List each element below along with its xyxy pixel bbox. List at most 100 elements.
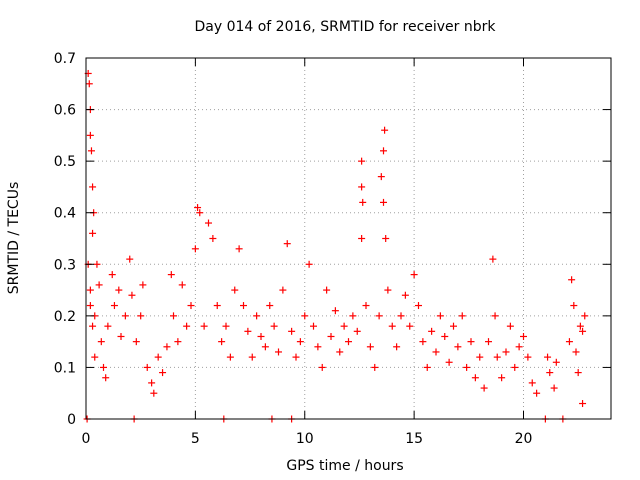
data-point — [506, 322, 514, 330]
data-point — [467, 338, 475, 346]
data-point — [283, 240, 291, 248]
y-tick-label: 0.6 — [54, 103, 76, 119]
data-point — [381, 126, 389, 134]
data-point — [458, 312, 466, 320]
data-point — [544, 353, 552, 361]
data-point — [305, 260, 313, 268]
data-point — [336, 348, 344, 356]
y-tick-label: 0.1 — [54, 360, 76, 376]
data-point — [450, 322, 457, 330]
data-point — [511, 363, 519, 371]
data-point — [226, 353, 234, 361]
y-tick-label: 0.4 — [54, 206, 76, 222]
data-point — [86, 302, 94, 310]
data-point — [86, 286, 94, 294]
data-point — [432, 348, 440, 356]
data-point — [132, 338, 140, 346]
data-point — [196, 209, 204, 217]
data-point — [270, 322, 278, 330]
data-point — [463, 363, 471, 371]
data-point — [358, 157, 366, 165]
data-point — [318, 363, 326, 371]
data-point — [85, 80, 93, 88]
data-point — [358, 183, 366, 191]
data-point — [359, 198, 367, 206]
data-point — [419, 338, 427, 346]
data-point — [266, 302, 274, 310]
data-point — [570, 302, 578, 310]
data-point — [454, 343, 462, 351]
data-point — [524, 353, 532, 361]
data-point — [471, 374, 479, 382]
data-point — [410, 271, 418, 279]
x-tick-label: 0 — [82, 431, 91, 447]
y-tick-label: 0.2 — [54, 309, 76, 325]
x-tick-label: 10 — [296, 431, 314, 447]
data-point — [579, 327, 587, 335]
data-point — [104, 322, 112, 330]
data-point — [244, 327, 252, 335]
data-point — [121, 312, 129, 320]
y-tick-label: 0.7 — [54, 51, 76, 67]
data-point — [95, 281, 103, 289]
data-point — [314, 343, 322, 351]
data-point — [154, 353, 162, 361]
data-point — [194, 204, 202, 212]
x-tick-label: 5 — [191, 431, 200, 447]
data-point — [428, 327, 436, 335]
data-point — [377, 173, 385, 181]
data-point — [301, 312, 309, 320]
data-point — [384, 286, 392, 294]
x-tick-label: 20 — [515, 431, 533, 447]
data-point — [358, 235, 366, 242]
data-point — [174, 338, 182, 346]
data-point — [520, 332, 527, 340]
data-point — [150, 389, 158, 397]
data-point — [445, 358, 453, 366]
data-point — [222, 322, 230, 330]
data-point — [143, 363, 151, 371]
data-point — [323, 286, 331, 294]
data-point — [550, 384, 558, 392]
data-point — [187, 302, 195, 310]
data-point — [476, 353, 484, 361]
data-point — [579, 400, 587, 408]
data-point — [380, 147, 387, 155]
data-point — [248, 353, 256, 361]
data-point — [191, 245, 199, 253]
data-point — [502, 348, 510, 356]
data-point — [128, 291, 136, 299]
data-point — [110, 302, 118, 310]
data-point — [117, 332, 125, 340]
data-point — [218, 338, 226, 346]
data-point — [159, 369, 167, 377]
data-point — [240, 302, 247, 310]
data-point — [89, 322, 97, 330]
data-point — [441, 332, 449, 340]
y-axis-title: SRMTID / TECUs — [6, 182, 22, 295]
data-point — [572, 348, 580, 356]
data-point — [288, 327, 296, 335]
data-point — [436, 312, 444, 320]
data-point — [401, 291, 409, 299]
data-point — [183, 322, 191, 330]
data-point — [485, 338, 492, 346]
data-point — [200, 322, 208, 330]
data-point — [371, 363, 379, 371]
data-point — [340, 322, 348, 330]
data-points — [83, 69, 589, 423]
data-point — [353, 327, 361, 335]
data-point — [493, 353, 501, 361]
data-point — [515, 343, 523, 351]
data-point — [397, 312, 405, 320]
data-point — [581, 312, 589, 320]
data-point — [388, 322, 396, 330]
data-point — [489, 255, 497, 263]
data-point — [480, 384, 488, 392]
data-point — [327, 332, 335, 340]
data-point — [296, 338, 304, 346]
data-point — [498, 374, 506, 382]
data-point — [491, 312, 499, 320]
data-point — [576, 322, 584, 330]
